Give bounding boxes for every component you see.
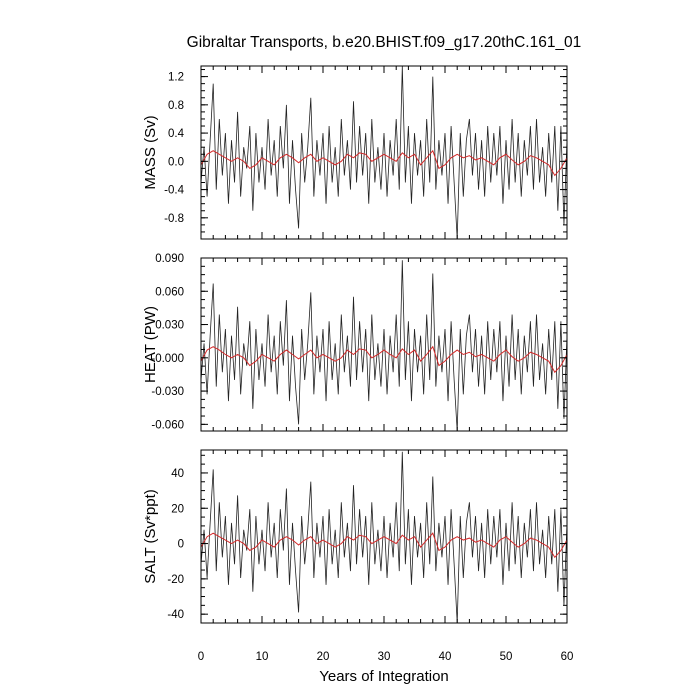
y-tick-label-heat: 0.060	[155, 286, 184, 298]
series-line-heat-smoothed	[201, 345, 567, 374]
series-line-salt-monthly	[201, 451, 567, 623]
y-axis-label-salt: SALT (Sv*ppt)	[142, 489, 159, 583]
panel-heat: 0.090 0.060 0.030 -0.000 -0.030 -0.060 HEAT (P…	[142, 253, 568, 432]
y-axis-label-mass: MASS (Sv)	[142, 115, 159, 189]
y-tick-label-mass: -0.4	[164, 185, 184, 197]
x-tick-label: 30	[378, 651, 391, 663]
x-tick-labels: 0 10 20 30 40 50 60	[198, 651, 574, 663]
x-tick-label: 60	[561, 651, 574, 663]
chart-title: Gibraltar Transports, b.e20.BHIST.f09_g1…	[187, 34, 582, 51]
series-line-mass-smoothed	[201, 149, 567, 177]
series-line-heat-monthly	[201, 260, 567, 431]
y-tick-label-heat: -0.030	[151, 386, 184, 398]
y-tick-label-mass: 1.2	[168, 72, 184, 84]
panel-mass: 1.2 0.8 0.4 0.0 -0.4 -0.8 MASS (Sv)	[142, 65, 568, 240]
x-tick-label: 50	[500, 651, 513, 663]
x-tick-label: 10	[256, 651, 269, 663]
series-line-mass-monthly	[201, 66, 567, 239]
panel-salt: 40 20 0 -20 -40 SALT (Sv*ppt)	[142, 449, 568, 624]
y-axis-label-heat: HEAT (PW)	[142, 306, 159, 383]
y-tick-label-mass: 0.8	[168, 100, 184, 112]
y-tick-label-heat: -0.000	[151, 353, 184, 365]
x-tick-label: 40	[439, 651, 452, 663]
y-tick-label-salt: 0	[178, 539, 184, 551]
y-tick-label-heat: -0.060	[151, 419, 184, 431]
y-tick-label-heat: 0.090	[155, 253, 184, 265]
panel-mass-frame	[200, 65, 568, 240]
y-tick-label-salt: 40	[171, 468, 184, 480]
y-tick-label-heat: 0.030	[155, 320, 184, 332]
y-tick-label-mass: -0.8	[164, 213, 184, 225]
y-tick-label-mass: 0.0	[168, 156, 184, 168]
panel-heat-frame	[200, 257, 568, 432]
x-tick-label: 0	[198, 651, 204, 663]
x-tick-label: 20	[317, 651, 330, 663]
y-tick-label-salt: -40	[167, 609, 184, 621]
y-tick-label-salt: 20	[171, 503, 184, 515]
series-line-salt-smoothed	[201, 532, 567, 559]
y-tick-label-salt: -20	[167, 574, 184, 586]
x-axis-label: Years of Integration	[319, 668, 449, 685]
y-tick-label-mass: 0.4	[168, 128, 185, 140]
